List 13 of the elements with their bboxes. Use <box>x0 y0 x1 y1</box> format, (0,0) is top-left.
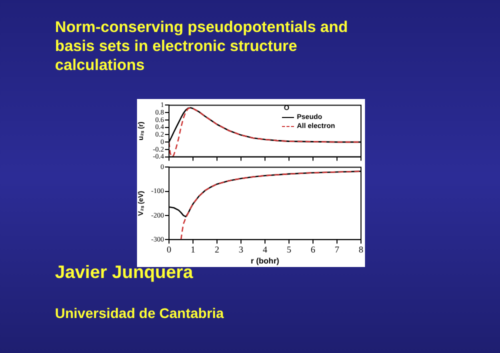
x-tick-label: 5 <box>286 244 292 254</box>
line-series <box>180 170 361 240</box>
x-tick-label: 3 <box>238 244 244 254</box>
x-tick-label: 7 <box>334 244 340 254</box>
text: Universidad de Cantabria <box>55 305 224 321</box>
x-tick-label: 6 <box>310 244 316 254</box>
x-tick-label: 1 <box>190 244 196 254</box>
x-axis-title: r (bohr) <box>250 256 280 266</box>
text: Javier Junquera <box>55 262 194 283</box>
x-tick-label: 8 <box>358 244 364 254</box>
x-tick-label: 4 <box>262 244 268 254</box>
x-tick-label: 2 <box>214 244 220 254</box>
chart-title: Norm-conserving pseudopotentials and basis sets in electronic structure calculations <box>55 18 349 75</box>
